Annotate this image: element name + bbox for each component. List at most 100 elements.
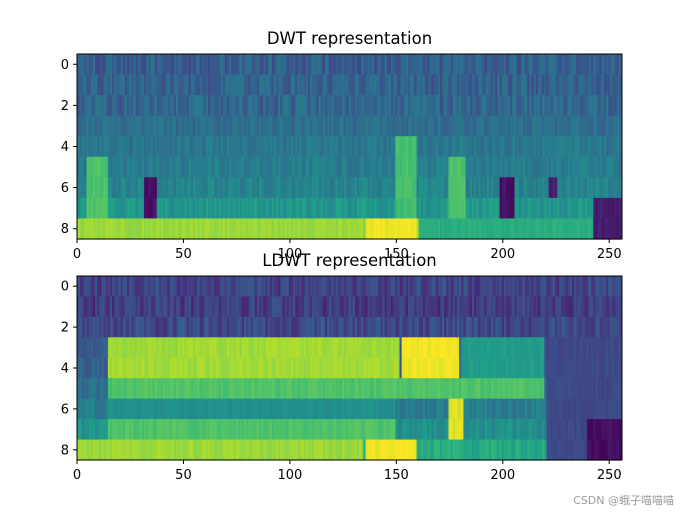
heatmap-cell xyxy=(250,136,254,158)
heatmap-cell xyxy=(184,197,188,220)
heatmap-cell xyxy=(131,197,135,220)
heatmap-cell xyxy=(525,439,528,461)
heatmap-cell xyxy=(425,398,428,420)
heatmap-cell xyxy=(152,197,156,220)
heatmap-cell xyxy=(156,218,160,240)
heatmap-cell xyxy=(371,115,375,137)
heatmap-cell xyxy=(454,156,458,178)
heatmap-cell xyxy=(339,337,343,359)
heatmap-cell xyxy=(299,296,303,318)
heatmap-cell xyxy=(248,115,252,137)
heatmap-cell xyxy=(267,357,271,379)
heatmap-cell xyxy=(446,156,450,178)
heatmap-cell xyxy=(465,378,469,400)
heatmap-cell xyxy=(384,197,388,220)
heatmap-cell xyxy=(333,357,337,379)
heatmap-cell xyxy=(597,398,601,420)
heatmap-cell xyxy=(186,296,190,318)
heatmap-cell xyxy=(446,419,450,441)
heatmap-cell xyxy=(77,95,79,117)
heatmap-cell xyxy=(112,136,115,158)
heatmap-cell xyxy=(282,316,286,338)
heatmap-cell xyxy=(373,419,377,441)
heatmap-cell xyxy=(269,54,273,76)
heatmap-cell xyxy=(199,115,203,137)
heatmap-cell xyxy=(216,439,220,461)
heatmap-cell xyxy=(137,54,141,76)
heatmap-cell xyxy=(378,74,381,96)
heatmap-cell xyxy=(129,74,132,96)
heatmap-cell xyxy=(388,197,392,220)
heatmap-cell xyxy=(269,337,273,359)
heatmap-cell xyxy=(548,197,552,220)
heatmap-cell xyxy=(263,337,267,359)
heatmap-cell xyxy=(412,398,416,420)
heatmap-cell xyxy=(188,439,192,461)
heatmap-cell xyxy=(244,218,247,240)
heatmap-cell xyxy=(288,398,292,420)
heatmap-cell xyxy=(446,276,450,298)
heatmap-cell xyxy=(403,115,407,137)
heatmap-cell xyxy=(537,419,541,441)
heatmap-cell xyxy=(484,197,488,220)
heatmap-cell xyxy=(405,439,409,461)
heatmap-cell xyxy=(361,276,364,298)
heatmap-cell xyxy=(288,276,292,298)
heatmap-cell xyxy=(195,156,198,178)
heatmap-cell xyxy=(88,378,92,400)
heatmap-cell xyxy=(603,136,607,158)
heatmap-cell xyxy=(254,398,258,420)
heatmap-cell xyxy=(276,218,279,240)
heatmap-cell xyxy=(239,337,243,359)
heatmap-cell xyxy=(593,439,596,461)
heatmap-cell xyxy=(359,74,362,96)
heatmap-cell xyxy=(497,419,501,441)
heatmap-cell xyxy=(469,156,473,178)
heatmap-cell xyxy=(178,74,181,96)
heatmap-cell xyxy=(373,337,377,359)
heatmap-cell xyxy=(252,156,256,178)
heatmap-cell xyxy=(305,218,309,240)
heatmap-cell xyxy=(233,276,237,298)
heatmap-cell xyxy=(246,316,249,338)
heatmap-cell xyxy=(229,316,232,338)
heatmap-cell xyxy=(410,419,413,441)
heatmap-cell xyxy=(197,197,201,220)
heatmap-cell xyxy=(118,296,122,318)
heatmap-cell xyxy=(280,378,284,400)
ldwt-chart-title: LDWT representation xyxy=(262,251,437,270)
heatmap-cell xyxy=(488,156,492,178)
heatmap-cell xyxy=(542,156,545,178)
heatmap-cell xyxy=(448,177,452,199)
heatmap-cell xyxy=(261,136,264,158)
heatmap-cell xyxy=(293,177,296,199)
heatmap-cell xyxy=(484,276,488,298)
heatmap-cell xyxy=(499,398,503,420)
heatmap-cell xyxy=(565,398,569,420)
heatmap-cell xyxy=(129,156,132,178)
heatmap-cell xyxy=(537,95,541,117)
heatmap-cell xyxy=(612,54,616,76)
heatmap-cell xyxy=(403,398,407,420)
heatmap-cell xyxy=(190,95,194,117)
heatmap-cell xyxy=(373,439,377,461)
heatmap-cell xyxy=(422,419,426,441)
heatmap-cell xyxy=(101,337,105,359)
heatmap-cell xyxy=(163,197,166,220)
heatmap-cell xyxy=(286,296,290,318)
heatmap-cell xyxy=(227,156,230,178)
heatmap-cell xyxy=(418,357,422,379)
heatmap-cell xyxy=(180,218,183,240)
heatmap-cell xyxy=(222,218,226,240)
heatmap-cell xyxy=(344,419,347,441)
heatmap-cell xyxy=(299,177,303,199)
heatmap-cell xyxy=(546,136,550,158)
heatmap-cell xyxy=(227,136,230,158)
heatmap-cell xyxy=(593,218,596,240)
heatmap-cell xyxy=(608,136,611,158)
heatmap-cell xyxy=(580,398,584,420)
heatmap-cell xyxy=(95,419,98,441)
heatmap-cell xyxy=(299,419,303,441)
heatmap-cell xyxy=(195,276,198,298)
heatmap-cell xyxy=(380,419,384,441)
